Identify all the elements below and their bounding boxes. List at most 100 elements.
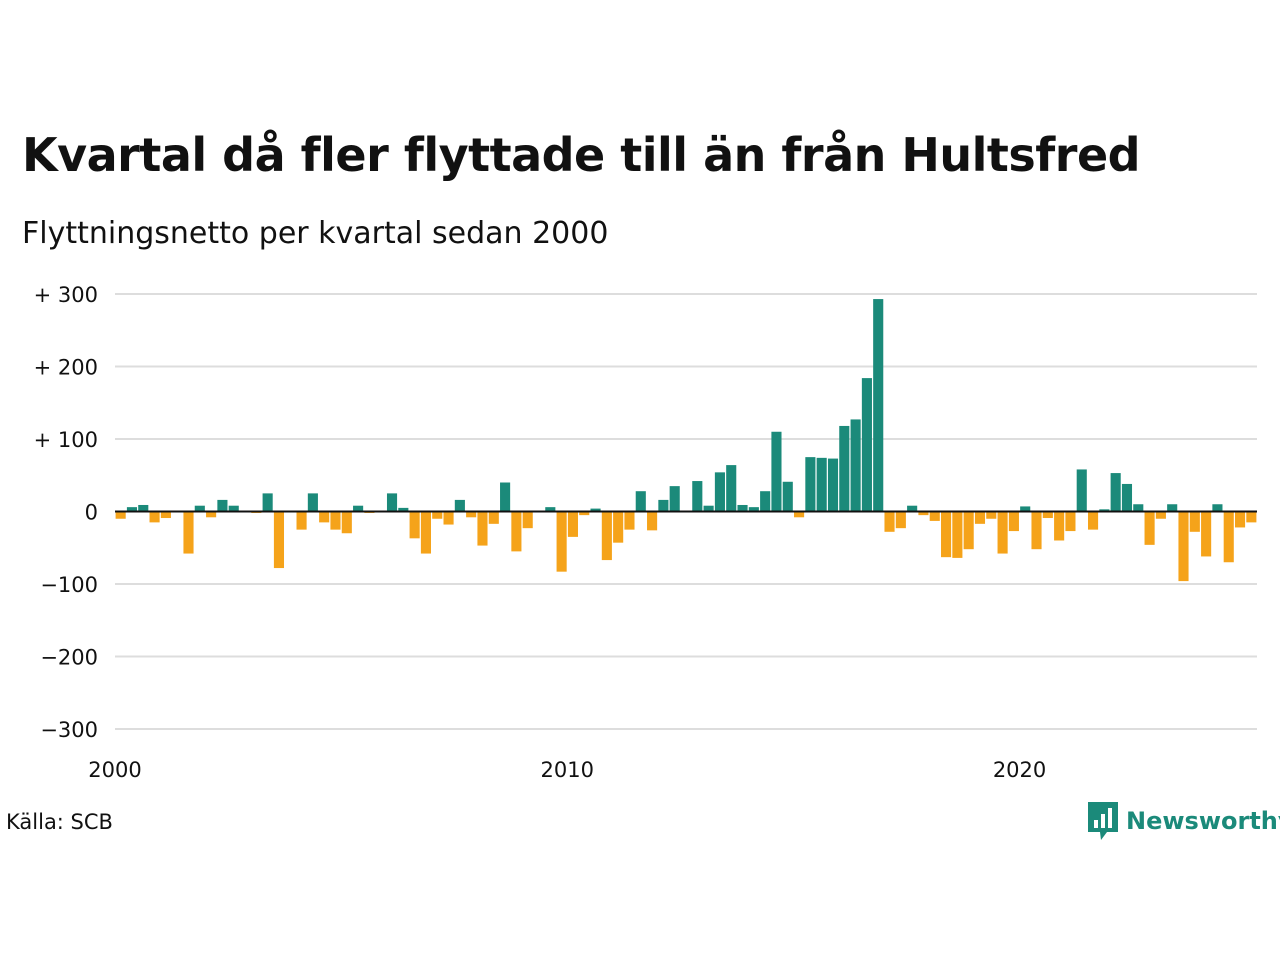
bar <box>1144 511 1155 545</box>
bar <box>647 511 658 531</box>
bar <box>183 511 194 554</box>
newsworthy-logo-icon <box>1088 802 1118 840</box>
bar <box>986 511 997 519</box>
bar <box>556 511 567 572</box>
bar <box>839 425 850 512</box>
bar <box>194 505 205 512</box>
bar <box>488 511 499 524</box>
bar <box>1223 511 1234 563</box>
bar <box>115 511 126 519</box>
bar <box>1155 511 1166 519</box>
x-tick-label: 2010 <box>541 758 594 782</box>
bar <box>997 511 1008 554</box>
bar <box>466 511 477 518</box>
bar <box>1020 506 1031 512</box>
bar <box>941 511 952 558</box>
bar <box>1212 504 1223 512</box>
source-note: Källa: SCB <box>6 810 113 834</box>
bar <box>296 511 307 530</box>
y-tick-label: + 200 <box>34 356 98 380</box>
bar <box>454 499 465 512</box>
bar <box>613 511 624 543</box>
bar <box>895 511 906 529</box>
bar <box>748 507 759 512</box>
gridlines <box>115 293 1257 730</box>
bar <box>873 299 884 512</box>
bar <box>567 511 578 537</box>
bar <box>307 493 318 512</box>
bar <box>1099 509 1110 512</box>
bar <box>1189 511 1200 532</box>
bar <box>319 511 330 523</box>
bar <box>590 508 601 512</box>
bar <box>1065 511 1076 532</box>
bar <box>658 499 669 512</box>
bar <box>794 511 805 518</box>
bars <box>115 299 1257 582</box>
y-tick-label: 0 <box>85 501 98 525</box>
bar <box>737 504 748 512</box>
bar <box>330 511 341 530</box>
bar <box>974 511 986 524</box>
bar <box>160 511 171 519</box>
bar <box>1110 473 1121 512</box>
bar <box>861 378 872 512</box>
brand-logo: Newsworthy <box>1088 802 1280 840</box>
bar <box>1076 469 1087 512</box>
bar <box>386 493 398 512</box>
y-tick-label: + 100 <box>34 428 98 452</box>
bar <box>703 505 714 512</box>
chart-subtitle: Flyttningsnetto per kvartal sedan 2000 <box>22 216 609 251</box>
bar <box>420 511 431 554</box>
bar <box>726 465 737 512</box>
x-tick-label: 2020 <box>993 758 1046 782</box>
bar <box>126 507 138 512</box>
bar <box>1121 483 1133 512</box>
bar <box>341 511 352 534</box>
bar <box>206 511 217 518</box>
bar <box>1042 511 1053 519</box>
bar <box>353 505 364 512</box>
brand-name: Newsworthy <box>1126 807 1280 835</box>
bar <box>217 499 228 512</box>
bar <box>929 511 940 521</box>
bar <box>692 481 703 512</box>
x-tick-label: 2000 <box>88 758 141 782</box>
bar <box>1031 511 1042 550</box>
bar <box>963 511 974 550</box>
bar <box>782 481 793 512</box>
bar <box>398 507 409 512</box>
bar <box>771 431 782 512</box>
bar <box>228 505 239 512</box>
bar <box>952 511 963 558</box>
bar <box>579 511 590 516</box>
bar <box>1008 511 1019 532</box>
bar <box>273 511 285 569</box>
bar <box>669 486 680 512</box>
bar <box>624 511 635 530</box>
y-tick-label: −100 <box>40 573 98 597</box>
bar <box>522 511 533 529</box>
bar <box>805 457 816 512</box>
bar <box>1234 511 1246 528</box>
bar <box>477 511 488 546</box>
bar <box>907 505 918 512</box>
bar <box>884 511 895 532</box>
bar <box>816 457 827 512</box>
bar <box>1133 504 1144 512</box>
bar <box>1088 511 1099 530</box>
bar <box>601 511 612 561</box>
bar <box>545 507 556 512</box>
bar <box>850 419 861 512</box>
bar <box>635 491 646 512</box>
bar <box>138 504 149 512</box>
y-tick-label: + 300 <box>34 283 98 307</box>
x-axis-ticks: 2000 2010 2020 <box>88 758 1046 782</box>
bar <box>432 511 443 519</box>
bar <box>409 511 420 539</box>
bar <box>714 472 725 512</box>
bar <box>827 458 839 512</box>
bar <box>262 493 273 512</box>
bar <box>500 482 511 512</box>
chart-title: Kvartal då fler flyttade till än från Hu… <box>22 128 1141 182</box>
